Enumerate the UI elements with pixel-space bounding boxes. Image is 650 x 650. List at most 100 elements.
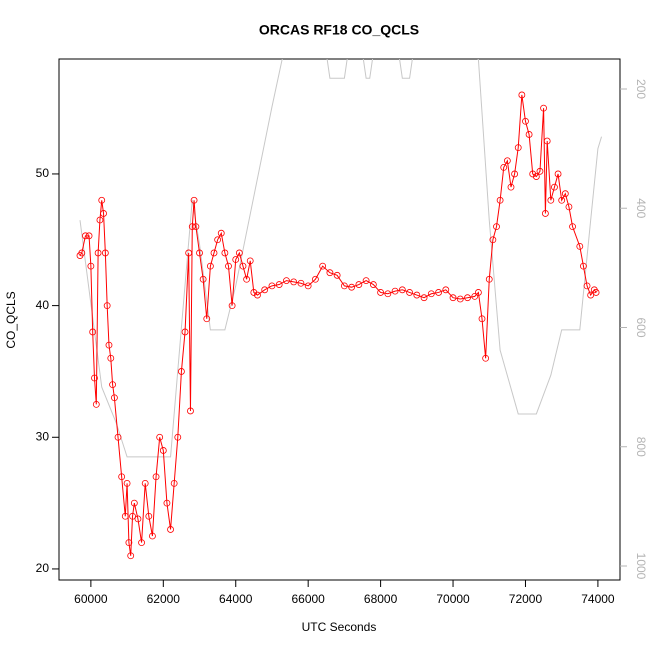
data-point: [103, 302, 111, 310]
data-point: [221, 249, 229, 257]
data-point: [456, 295, 464, 303]
data-point: [540, 104, 547, 112]
data-point: [547, 196, 555, 204]
data-point: [98, 196, 106, 204]
data-point: [188, 223, 196, 231]
x-tick-label: 70000: [436, 592, 470, 606]
series-line: [79, 94, 597, 556]
data-point: [369, 281, 377, 288]
data-point: [580, 262, 587, 270]
data-point: [583, 282, 591, 290]
data-point: [565, 203, 573, 211]
data-point: [348, 283, 356, 291]
x-tick-label: 68000: [364, 592, 398, 606]
data-point: [384, 290, 392, 298]
data-point: [123, 479, 131, 487]
data-point: [543, 137, 551, 145]
data-point: [489, 236, 497, 244]
data-point: [551, 183, 558, 191]
data-point: [482, 354, 490, 362]
data-point: [232, 256, 240, 263]
data-point: [398, 286, 406, 294]
data-point: [525, 131, 533, 138]
plot-area: [76, 59, 603, 560]
data-point: [268, 282, 276, 290]
data-point: [297, 279, 305, 287]
data-point: [92, 400, 100, 408]
data-point: [304, 282, 312, 290]
data-point: [377, 289, 385, 296]
data-point: [243, 275, 251, 283]
x-tick-label: 72000: [509, 592, 543, 606]
data-point: [355, 281, 363, 288]
data-point: [192, 223, 200, 231]
data-point: [290, 278, 298, 286]
data-point: [536, 167, 544, 175]
data-point: [442, 286, 450, 294]
y2-tick-label: 1000: [634, 553, 648, 580]
data-point: [312, 275, 319, 283]
data-point: [254, 291, 261, 299]
data-point: [109, 381, 117, 389]
data-point: [127, 552, 135, 560]
y-tick-label: 50: [36, 166, 50, 180]
data-point: [149, 532, 156, 540]
data-point: [206, 262, 214, 270]
y2-tick-label: 400: [634, 198, 648, 218]
data-point: [217, 229, 225, 237]
data-point: [275, 281, 283, 288]
data-point: [362, 277, 370, 284]
data-point: [391, 287, 399, 295]
data-point: [170, 479, 178, 487]
data-point: [152, 473, 160, 481]
data-point: [522, 117, 529, 125]
data-point: [89, 328, 97, 336]
data-point: [82, 232, 89, 240]
data-point: [406, 289, 413, 296]
data-point: [420, 294, 428, 302]
data-point: [246, 257, 254, 265]
y-tick-label: 20: [36, 561, 50, 575]
data-point: [569, 223, 576, 231]
data-point: [541, 210, 549, 217]
data-point: [478, 315, 486, 323]
data-point: [107, 354, 115, 362]
data-point: [134, 515, 142, 523]
data-point: [427, 290, 435, 298]
data-point: [261, 286, 269, 294]
x-tick-label: 64000: [219, 592, 253, 606]
data-point: [187, 407, 194, 415]
data-point: [326, 269, 334, 277]
data-point: [485, 275, 493, 283]
data-point: [532, 173, 540, 180]
y-tick-label: 30: [36, 429, 50, 443]
data-point: [181, 328, 189, 336]
data-point: [319, 262, 327, 270]
data-point: [118, 473, 126, 481]
data-point: [101, 249, 109, 257]
data-point: [514, 144, 522, 152]
data-point: [78, 249, 86, 257]
data-point: [185, 249, 193, 257]
data-point: [96, 216, 104, 224]
data-point: [518, 91, 526, 99]
y-axis-label: CO_QCLS: [4, 291, 18, 348]
x-tick-label: 66000: [291, 592, 325, 606]
data-point: [121, 512, 129, 520]
y2-tick-label: 800: [634, 437, 648, 457]
data-point: [500, 163, 508, 171]
y-tick-label: 40: [36, 298, 50, 312]
data-point: [561, 190, 569, 198]
data-point: [196, 249, 203, 257]
data-point: [156, 433, 164, 441]
data-point: [283, 277, 290, 284]
data-point: [435, 289, 442, 296]
data-point: [178, 368, 185, 375]
data-point: [493, 223, 500, 231]
data-point: [91, 374, 98, 382]
data-point: [111, 394, 118, 402]
data-point: [141, 479, 149, 487]
data-point: [105, 341, 113, 349]
data-point: [340, 282, 348, 290]
